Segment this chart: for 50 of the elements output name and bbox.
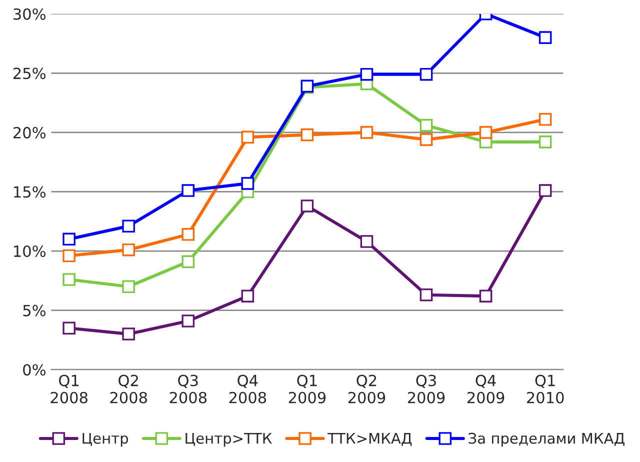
x-tick-label: Q1 2010 — [527, 374, 564, 404]
x-tick-label: Q4 2009 — [467, 374, 504, 404]
legend-label: Центр — [82, 432, 128, 447]
x-tick-label: Q1 2008 — [50, 374, 88, 404]
x-tick-label: Q3 2009 — [408, 374, 445, 404]
x-tick-label: Q2 2008 — [110, 374, 147, 404]
point — [122, 220, 135, 233]
point — [360, 68, 374, 81]
point — [420, 68, 433, 81]
y-tick-label: 25% — [14, 68, 46, 80]
point — [241, 290, 254, 302]
point — [538, 184, 552, 197]
point — [62, 249, 76, 262]
x-tick-label: Q1 2009 — [288, 374, 326, 404]
point — [360, 126, 374, 139]
legend-label: ТТК>МКАД — [328, 432, 412, 446]
point — [300, 128, 314, 142]
point — [62, 322, 76, 334]
point — [538, 136, 552, 148]
point — [182, 314, 195, 328]
point — [479, 126, 492, 139]
point — [62, 273, 76, 286]
point — [122, 243, 135, 256]
point — [300, 200, 314, 212]
x-tick-label: Q3 2008 — [170, 374, 207, 404]
point — [122, 328, 135, 340]
point — [182, 255, 195, 268]
point — [538, 113, 552, 126]
point — [182, 184, 195, 197]
y-tick-label: 30% — [14, 8, 46, 20]
y-tick-label: 10% — [14, 245, 46, 258]
point — [420, 133, 433, 146]
point — [538, 31, 552, 44]
y-tick-label: 15% — [14, 186, 46, 198]
point — [182, 228, 195, 241]
legend-label: За пределами МКАД — [468, 432, 624, 447]
point — [122, 280, 135, 293]
y-tick-label: 20% — [14, 126, 46, 138]
point — [241, 130, 254, 144]
point — [420, 288, 433, 302]
point — [241, 177, 254, 190]
y-tick-label: 5% — [23, 304, 46, 316]
point — [62, 232, 76, 246]
x-tick-label: Q4 2008 — [229, 374, 266, 404]
y-tick-label: 0% — [23, 364, 46, 376]
point — [479, 290, 492, 302]
legend-label: Центр>ТТК — [186, 432, 272, 447]
point — [420, 118, 433, 132]
point — [360, 235, 374, 248]
x-tick-label: Q2 2009 — [348, 374, 386, 404]
